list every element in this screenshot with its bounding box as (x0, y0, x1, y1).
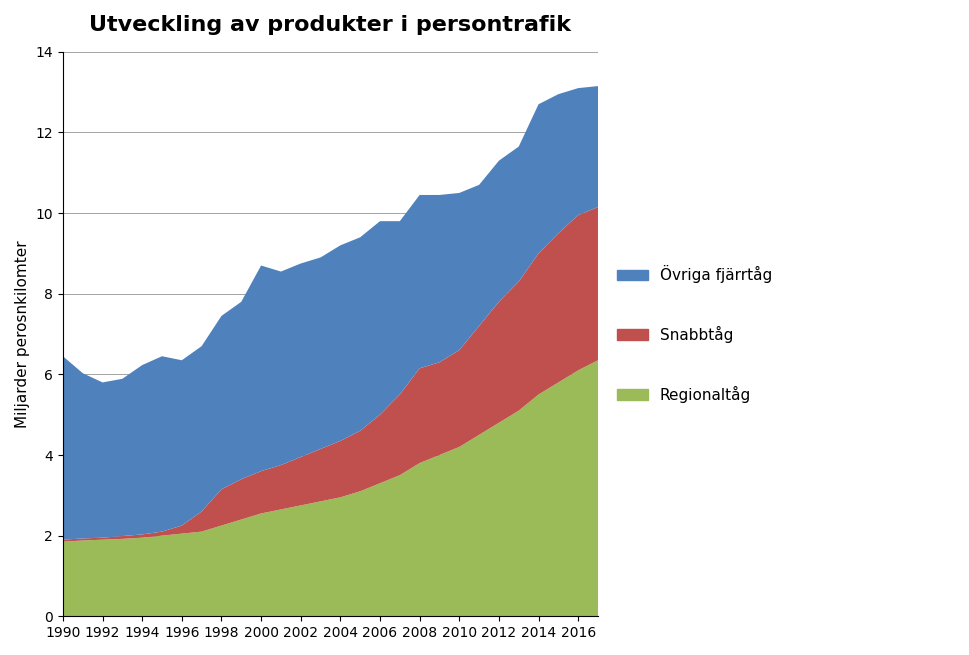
Title: Utveckling av produkter i persontrafik: Utveckling av produkter i persontrafik (89, 15, 571, 35)
Y-axis label: Miljarder perosnkilomter: Miljarder perosnkilomter (15, 240, 30, 428)
Legend: Övriga fjärrtåg, Snabbtåg, Regionaltåg: Övriga fjärrtåg, Snabbtåg, Regionaltåg (610, 259, 777, 409)
